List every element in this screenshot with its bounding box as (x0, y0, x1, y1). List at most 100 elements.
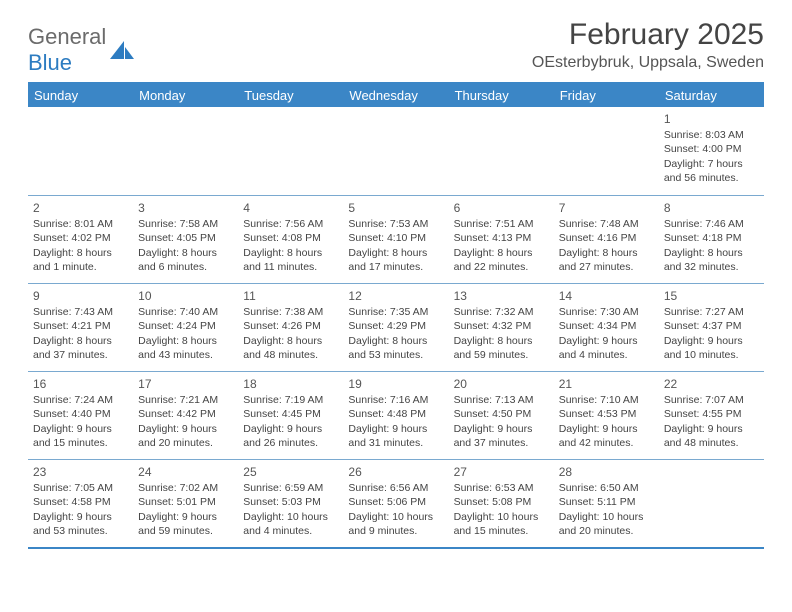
sunset-text: Sunset: 4:26 PM (243, 319, 338, 333)
logo-word1: General (28, 24, 106, 49)
daylight-text: Daylight: 8 hours and 1 minute. (33, 246, 128, 274)
day-number: 11 (243, 288, 338, 304)
sunset-text: Sunset: 4:02 PM (33, 231, 128, 245)
sunrise-text: Sunrise: 7:51 AM (454, 217, 549, 231)
sunset-text: Sunset: 4:05 PM (138, 231, 233, 245)
sunrise-text: Sunrise: 7:13 AM (454, 393, 549, 407)
sunset-text: Sunset: 4:18 PM (664, 231, 759, 245)
day-number: 16 (33, 376, 128, 392)
weekday-wednesday: Wednesday (343, 84, 448, 107)
day-number: 19 (348, 376, 443, 392)
sunrise-text: Sunrise: 7:48 AM (559, 217, 654, 231)
day-cell: 19Sunrise: 7:16 AMSunset: 4:48 PMDayligh… (343, 372, 448, 459)
day-number: 24 (138, 464, 233, 480)
day-cell: 1Sunrise: 8:03 AMSunset: 4:00 PMDaylight… (659, 107, 764, 195)
day-number: 2 (33, 200, 128, 216)
daylight-text: Daylight: 10 hours and 20 minutes. (559, 510, 654, 538)
day-cell (343, 107, 448, 195)
week-row: 1Sunrise: 8:03 AMSunset: 4:00 PMDaylight… (28, 107, 764, 195)
day-number: 21 (559, 376, 654, 392)
sunset-text: Sunset: 4:34 PM (559, 319, 654, 333)
weekday-saturday: Saturday (659, 84, 764, 107)
sunset-text: Sunset: 4:00 PM (664, 142, 759, 156)
day-cell: 25Sunrise: 6:59 AMSunset: 5:03 PMDayligh… (238, 460, 343, 547)
daylight-text: Daylight: 8 hours and 32 minutes. (664, 246, 759, 274)
day-number: 6 (454, 200, 549, 216)
sunrise-text: Sunrise: 7:46 AM (664, 217, 759, 231)
header: General Blue February 2025 OEsterbybruk,… (28, 18, 764, 76)
day-cell: 22Sunrise: 7:07 AMSunset: 4:55 PMDayligh… (659, 372, 764, 459)
sunrise-text: Sunrise: 7:43 AM (33, 305, 128, 319)
sunset-text: Sunset: 4:08 PM (243, 231, 338, 245)
day-cell (659, 460, 764, 547)
daylight-text: Daylight: 8 hours and 6 minutes. (138, 246, 233, 274)
day-number: 14 (559, 288, 654, 304)
weekday-tuesday: Tuesday (238, 84, 343, 107)
sunset-text: Sunset: 4:16 PM (559, 231, 654, 245)
day-number: 5 (348, 200, 443, 216)
week-row: 2Sunrise: 8:01 AMSunset: 4:02 PMDaylight… (28, 195, 764, 283)
sunrise-text: Sunrise: 6:50 AM (559, 481, 654, 495)
sunset-text: Sunset: 4:37 PM (664, 319, 759, 333)
sunset-text: Sunset: 4:58 PM (33, 495, 128, 509)
sunrise-text: Sunrise: 7:35 AM (348, 305, 443, 319)
sunset-text: Sunset: 4:13 PM (454, 231, 549, 245)
day-cell: 14Sunrise: 7:30 AMSunset: 4:34 PMDayligh… (554, 284, 659, 371)
day-cell: 11Sunrise: 7:38 AMSunset: 4:26 PMDayligh… (238, 284, 343, 371)
day-number: 27 (454, 464, 549, 480)
sunrise-text: Sunrise: 7:38 AM (243, 305, 338, 319)
day-number: 7 (559, 200, 654, 216)
sunrise-text: Sunrise: 7:53 AM (348, 217, 443, 231)
day-cell: 13Sunrise: 7:32 AMSunset: 4:32 PMDayligh… (449, 284, 554, 371)
day-number: 28 (559, 464, 654, 480)
day-number: 26 (348, 464, 443, 480)
daylight-text: Daylight: 8 hours and 17 minutes. (348, 246, 443, 274)
day-cell (28, 107, 133, 195)
day-number: 18 (243, 376, 338, 392)
week-row: 23Sunrise: 7:05 AMSunset: 4:58 PMDayligh… (28, 459, 764, 547)
sunrise-text: Sunrise: 7:27 AM (664, 305, 759, 319)
day-number: 20 (454, 376, 549, 392)
sunrise-text: Sunrise: 7:40 AM (138, 305, 233, 319)
weekday-friday: Friday (554, 84, 659, 107)
day-number: 25 (243, 464, 338, 480)
day-cell: 7Sunrise: 7:48 AMSunset: 4:16 PMDaylight… (554, 196, 659, 283)
day-cell: 4Sunrise: 7:56 AMSunset: 4:08 PMDaylight… (238, 196, 343, 283)
daylight-text: Daylight: 8 hours and 11 minutes. (243, 246, 338, 274)
daylight-text: Daylight: 9 hours and 20 minutes. (138, 422, 233, 450)
day-number: 13 (454, 288, 549, 304)
sunrise-text: Sunrise: 7:07 AM (664, 393, 759, 407)
day-number: 12 (348, 288, 443, 304)
day-number: 15 (664, 288, 759, 304)
sunset-text: Sunset: 4:50 PM (454, 407, 549, 421)
day-cell: 24Sunrise: 7:02 AMSunset: 5:01 PMDayligh… (133, 460, 238, 547)
page-title: February 2025 (532, 18, 764, 52)
sunset-text: Sunset: 4:29 PM (348, 319, 443, 333)
weeks-container: 1Sunrise: 8:03 AMSunset: 4:00 PMDaylight… (28, 107, 764, 547)
daylight-text: Daylight: 7 hours and 56 minutes. (664, 157, 759, 185)
day-cell (238, 107, 343, 195)
weekday-monday: Monday (133, 84, 238, 107)
calendar-page: General Blue February 2025 OEsterbybruk,… (0, 0, 792, 549)
daylight-text: Daylight: 9 hours and 48 minutes. (664, 422, 759, 450)
day-cell: 28Sunrise: 6:50 AMSunset: 5:11 PMDayligh… (554, 460, 659, 547)
sunrise-text: Sunrise: 7:56 AM (243, 217, 338, 231)
daylight-text: Daylight: 9 hours and 15 minutes. (33, 422, 128, 450)
sunset-text: Sunset: 4:55 PM (664, 407, 759, 421)
sunset-text: Sunset: 4:32 PM (454, 319, 549, 333)
day-number: 8 (664, 200, 759, 216)
sunrise-text: Sunrise: 7:21 AM (138, 393, 233, 407)
week-row: 16Sunrise: 7:24 AMSunset: 4:40 PMDayligh… (28, 371, 764, 459)
day-cell: 16Sunrise: 7:24 AMSunset: 4:40 PMDayligh… (28, 372, 133, 459)
day-cell: 12Sunrise: 7:35 AMSunset: 4:29 PMDayligh… (343, 284, 448, 371)
daylight-text: Daylight: 8 hours and 48 minutes. (243, 334, 338, 362)
sunrise-text: Sunrise: 6:59 AM (243, 481, 338, 495)
daylight-text: Daylight: 8 hours and 53 minutes. (348, 334, 443, 362)
sunrise-text: Sunrise: 7:58 AM (138, 217, 233, 231)
sunset-text: Sunset: 4:10 PM (348, 231, 443, 245)
sunrise-text: Sunrise: 7:32 AM (454, 305, 549, 319)
daylight-text: Daylight: 9 hours and 53 minutes. (33, 510, 128, 538)
daylight-text: Daylight: 8 hours and 22 minutes. (454, 246, 549, 274)
sunset-text: Sunset: 5:03 PM (243, 495, 338, 509)
day-cell (554, 107, 659, 195)
